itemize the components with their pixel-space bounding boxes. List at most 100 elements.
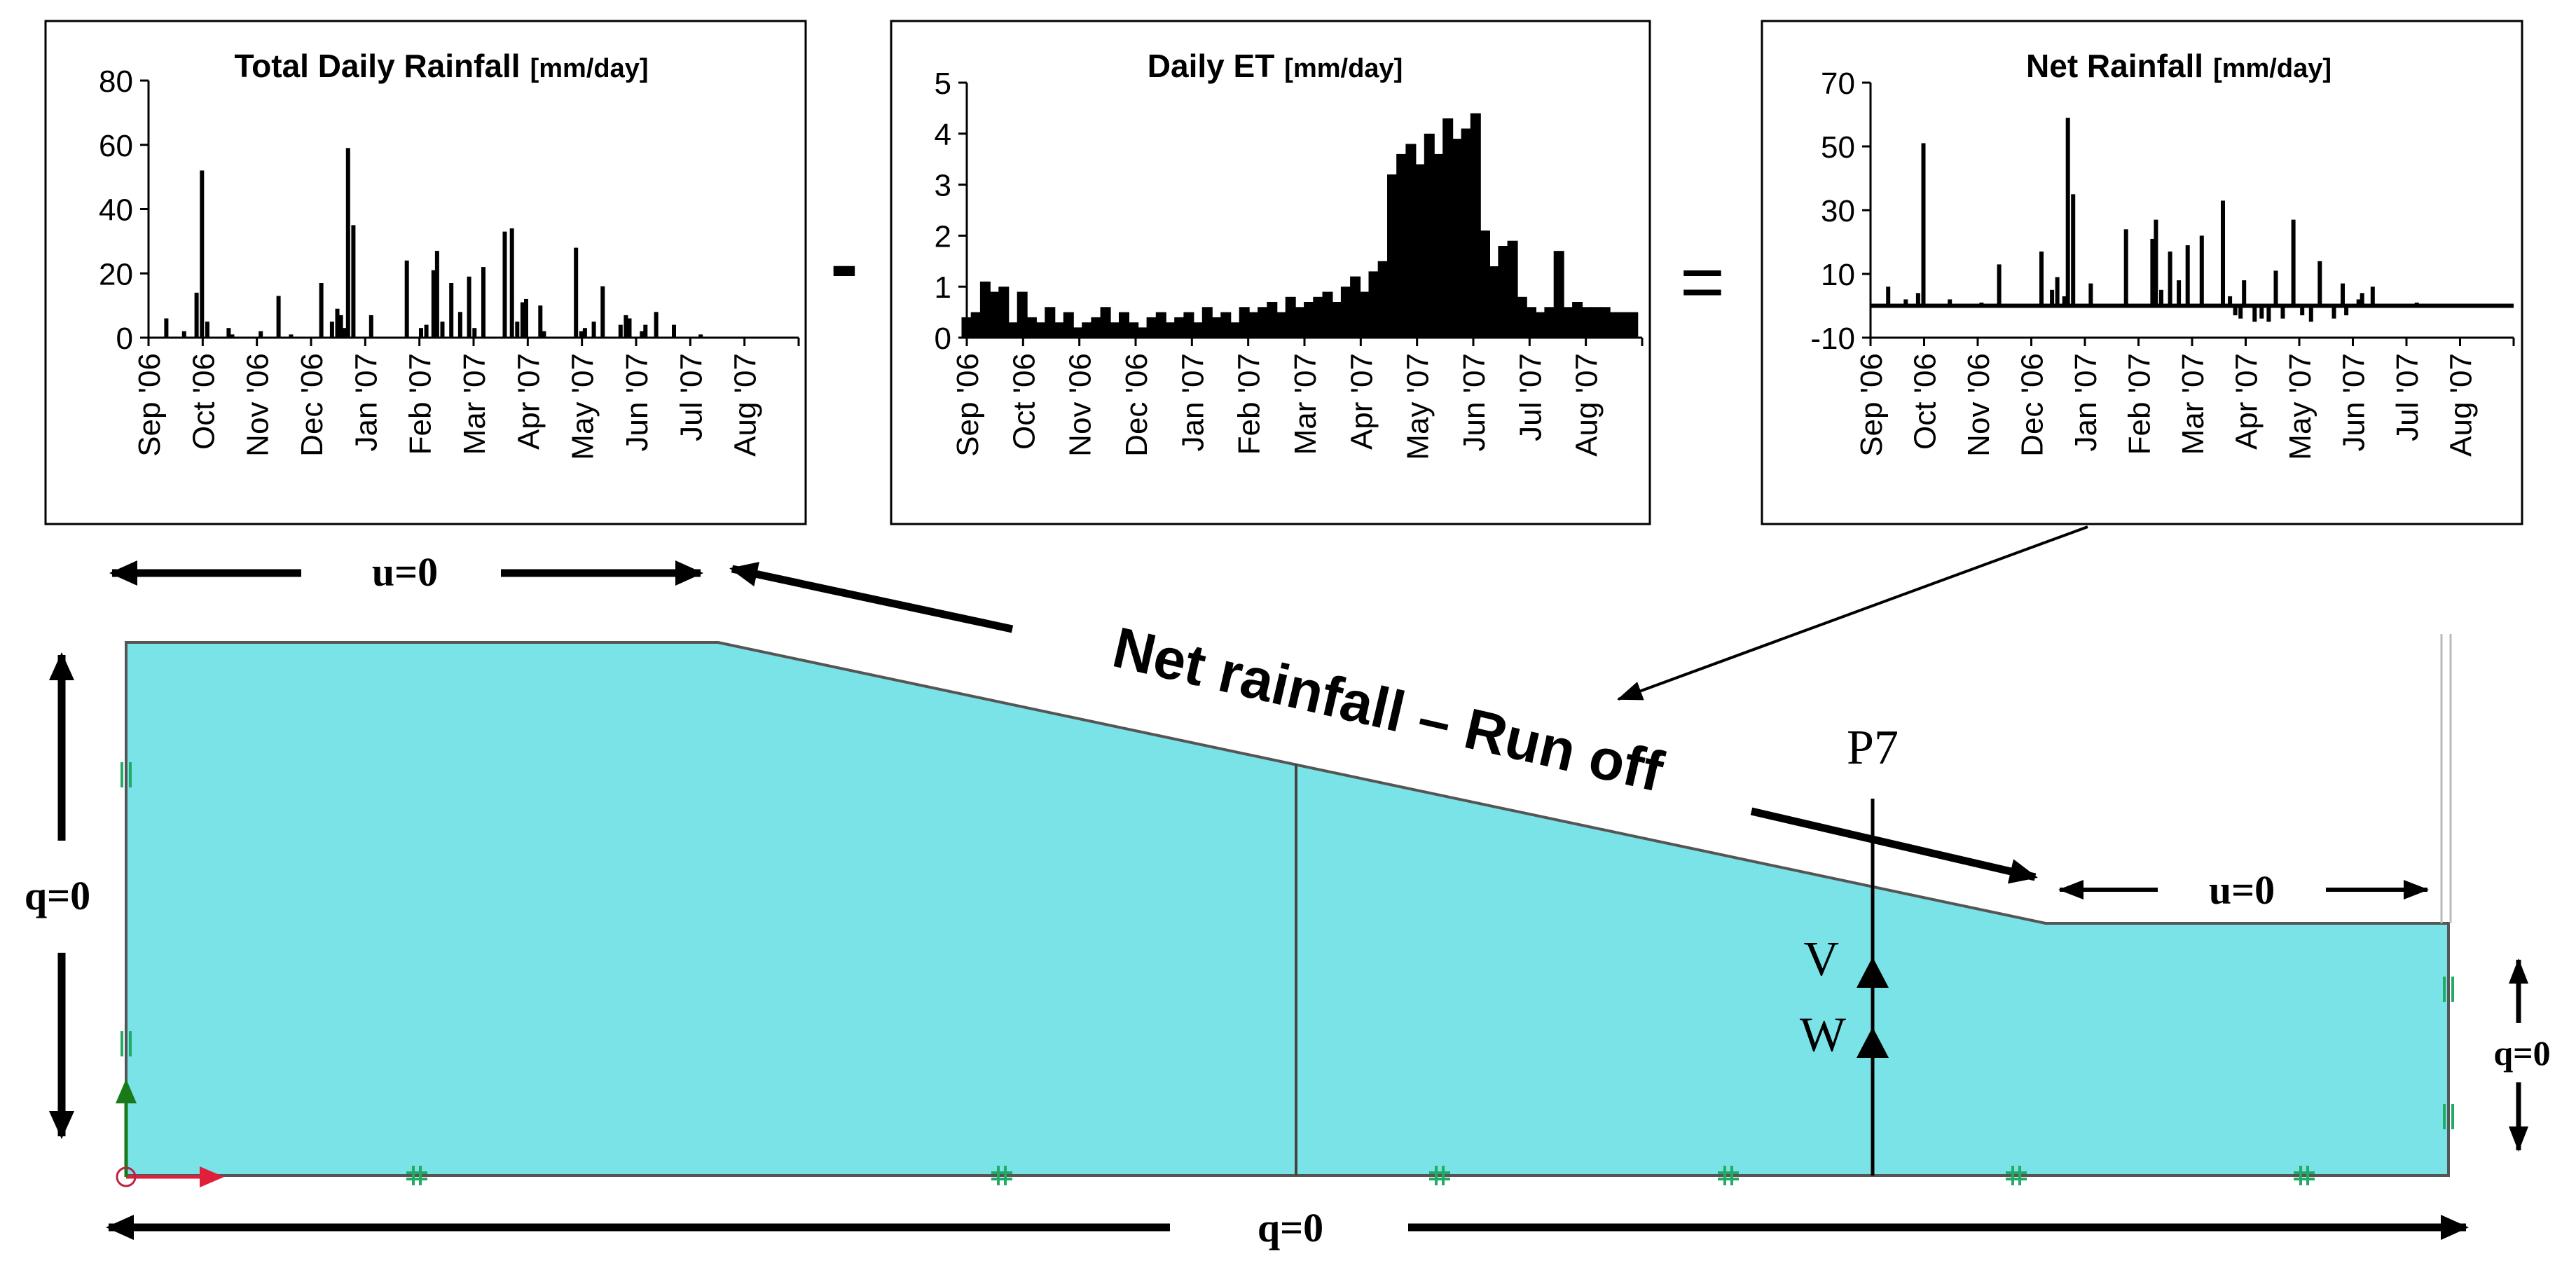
chart-bar (524, 298, 528, 338)
chart-bar (2228, 296, 2233, 306)
chart-bar (369, 315, 373, 338)
chart-bar (1948, 299, 1952, 306)
chart-bar (1267, 302, 1278, 338)
chart-bar (2055, 277, 2060, 306)
point-v-marker (1857, 957, 1889, 988)
chart-bar (1915, 293, 1920, 306)
chart-bar (2238, 305, 2243, 319)
boundary-right-top: u=0 (2058, 867, 2429, 913)
chart-bar (1109, 322, 1120, 338)
chart-title: Daily ET [mm/day] (1148, 48, 1403, 84)
chart-bar (440, 322, 445, 338)
slope-model: P7 V W (116, 634, 2454, 1187)
node-marker (1429, 1166, 1450, 1185)
chart-frame (1761, 20, 2523, 525)
node-markers (120, 762, 2454, 1185)
boundary-bottom: q=0 (106, 1205, 2469, 1250)
x-tick-label: Aug '07 (729, 353, 763, 457)
chart-bar (2280, 305, 2285, 319)
chart-bar (2259, 305, 2264, 319)
chart-bar (1581, 307, 1592, 338)
chart-bar (2300, 305, 2305, 316)
chart-bar (2242, 280, 2247, 306)
chart-bar (431, 270, 436, 338)
chart-bar (1137, 327, 1148, 338)
chart-bar (205, 322, 209, 338)
x-tick-label: Apr '07 (1344, 353, 1379, 450)
chart-bar (2356, 299, 2361, 306)
chart-bar (1433, 153, 1444, 338)
chart-bar (1461, 128, 1472, 338)
chart-bar (582, 328, 587, 338)
chart-bar (509, 228, 514, 338)
x-tick-label: Aug '07 (1570, 353, 1604, 457)
chart-bar (230, 334, 235, 338)
chart-bar (1599, 307, 1611, 338)
chart-bar (1921, 143, 1926, 306)
chart-bar (1258, 307, 1269, 338)
x-tick-label: Sep '06 (951, 353, 985, 457)
y-tick-label: 10 (1821, 258, 1855, 292)
chart-bar (1489, 266, 1500, 338)
chart-bar (1507, 240, 1518, 338)
chart-bar (194, 292, 199, 338)
y-tick-label: 5 (935, 67, 951, 101)
chart-bar (1886, 287, 1891, 306)
chart-bar (1526, 307, 1536, 338)
x-tick-label: Dec '06 (295, 353, 329, 457)
chart-bar (1035, 322, 1047, 338)
chart-bar (164, 318, 169, 338)
chart-bar (1211, 317, 1222, 338)
x-tick-label: Jun '07 (1457, 353, 1492, 452)
et-chart: Daily ET [mm/day] 0 1 2 3 4 5 Sep '06 Oct '06 Nov… (890, 20, 1651, 525)
chart-bar (1544, 307, 1555, 338)
chart-bar (1470, 113, 1481, 338)
chart-bar (2332, 305, 2336, 319)
node-marker (120, 1031, 132, 1056)
chart-bar (1313, 296, 1324, 338)
chart-bar (1054, 322, 1065, 338)
chart-frame (44, 20, 807, 525)
chart-bar (1368, 271, 1379, 338)
x-tick-label: Oct '06 (186, 353, 221, 450)
point-w-marker (1857, 1027, 1889, 1058)
chart-bar (1331, 302, 1342, 338)
chart-bar (2308, 305, 2313, 322)
chart-bar (2039, 251, 2044, 306)
x-tick-label: Mar '07 (2176, 353, 2210, 455)
chart-bar (2154, 219, 2158, 306)
chart-bar (502, 231, 507, 338)
x-tick-label: May '07 (2283, 353, 2317, 460)
node-marker (2443, 1104, 2454, 1129)
chart-bar (1026, 317, 1037, 338)
chart-bar (1276, 312, 1287, 338)
chart-bar (1377, 261, 1389, 338)
et-plot: 0 1 2 3 4 5 Sep '06 Oct '06 Nov '06 Dec '06 Jan '0… (935, 67, 1644, 460)
chart-bar (624, 315, 628, 338)
x-tick-label: Dec '06 (1120, 353, 1154, 457)
chart-bar (342, 328, 347, 338)
chart-title: Net Rainfall [mm/day] (2026, 48, 2332, 84)
chart-bar (1553, 251, 1564, 338)
boundary-right: q=0 (2493, 958, 2551, 1152)
chart-bar (970, 312, 982, 338)
net-rainfall-chart: Net Rainfall [mm/day] -10 10 30 50 70 Sep '06 O… (1761, 20, 2523, 525)
y-tick-label: 4 (935, 118, 951, 152)
chart-bar (520, 302, 525, 338)
profile-p7-label: P7 (1847, 721, 1899, 775)
chart-bar (574, 247, 579, 338)
chart-bar (1239, 307, 1250, 338)
node-marker (1718, 1166, 1739, 1185)
chart-bar (424, 324, 429, 338)
chart-bar (1007, 322, 1019, 338)
chart-bar (1340, 287, 1351, 338)
x-tick-label: Feb '07 (1232, 353, 1267, 455)
chart-bar (542, 331, 546, 338)
chart-bar (200, 170, 205, 338)
x-tick-label: Jul '07 (674, 353, 708, 441)
chart-bar (1405, 144, 1417, 338)
x-tick-label: Sep '06 (1854, 353, 1889, 457)
chart-bar (1452, 139, 1463, 338)
x-tick-label: Mar '07 (1288, 353, 1323, 455)
chart-bar (1192, 322, 1204, 338)
